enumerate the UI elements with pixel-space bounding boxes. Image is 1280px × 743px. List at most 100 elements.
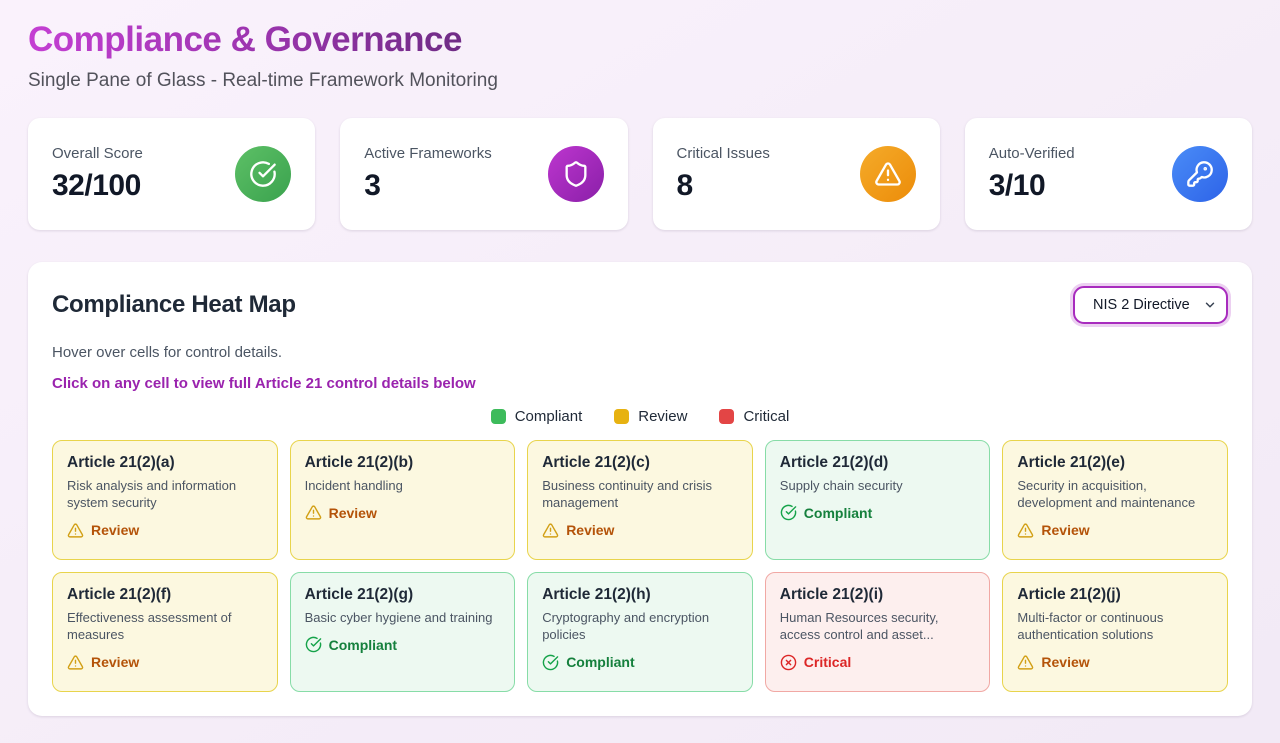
cell-article: Article 21(2)(c) [542, 453, 650, 471]
heatmap-instruction: Click on any cell to view full Article 2… [52, 374, 476, 392]
heatmap-hint: Hover over cells for control details. [52, 343, 283, 361]
legend-label: Critical [743, 407, 790, 425]
heatmap-grid: Article 21(2)(a) Risk analysis and infor… [52, 439, 1228, 692]
cell-description: Supply chain security [779, 477, 903, 493]
stat-card: Overall Score 32/100 [28, 117, 316, 230]
cell-article: Article 21(2)(j) [1017, 585, 1121, 603]
page: Compliance & Governance Single Pane of G… [28, 18, 1252, 716]
cell-description: Incident handling [304, 477, 403, 493]
stat-value: 3/10 [988, 168, 1046, 202]
stat-icon-circle [547, 145, 604, 202]
stat-label: Critical Issues [676, 144, 770, 162]
cell-status-label: Review [91, 522, 140, 539]
circle-check-icon [542, 654, 559, 671]
stat-label: Overall Score [52, 144, 143, 162]
stat-card: Critical Issues 8 [652, 117, 940, 230]
cell-description: Basic cyber hygiene and training [304, 609, 493, 625]
cell-description: Risk analysis and information system sec… [67, 477, 237, 511]
alert-triangle-icon [1017, 522, 1034, 539]
heatmap-cell[interactable]: Article 21(2)(c) Business continuity and… [527, 439, 753, 560]
cell-status-label: Compliant [328, 636, 398, 653]
cell-description: Business continuity and crisis managemen… [542, 477, 712, 511]
cell-article: Article 21(2)(b) [304, 453, 414, 471]
framework-select-wrap: NIS 2 Directive [1073, 285, 1228, 324]
cell-status-label: Review [566, 522, 615, 539]
cell-article: Article 21(2)(i) [779, 585, 884, 603]
cell-status: Review [1017, 522, 1213, 539]
cell-status-label: Review [91, 654, 140, 671]
stat-value: 32/100 [52, 168, 141, 202]
heatmap-cell[interactable]: Article 21(2)(a) Risk analysis and infor… [52, 439, 278, 560]
heatmap-cell[interactable]: Article 21(2)(j) Multi-factor or continu… [1002, 571, 1228, 692]
heatmap-cell[interactable]: Article 21(2)(g) Basic cyber hygiene and… [289, 571, 516, 692]
cell-description: Security in acquisition, development and… [1017, 477, 1196, 511]
cell-description: Human Resources security, access control… [779, 609, 939, 643]
legend-swatch [490, 408, 506, 424]
stat-label: Active Frameworks [364, 144, 492, 162]
cell-status: Review [305, 504, 501, 521]
cell-article: Article 21(2)(a) [67, 453, 175, 471]
stat-text: Auto-Verified 3/10 [989, 145, 1075, 203]
legend-item: Compliant [490, 407, 583, 425]
legend-label: Review [638, 407, 688, 425]
cell-status-label: Critical [803, 654, 852, 671]
alert-triangle-icon [67, 654, 84, 671]
alert-triangle-icon [542, 522, 559, 539]
heatmap-cell[interactable]: Article 21(2)(i) Human Resources securit… [764, 571, 991, 692]
framework-select[interactable]: NIS 2 Directive [1073, 285, 1228, 324]
heatmap-cell[interactable]: Article 21(2)(b) Incident handling Revie… [289, 439, 516, 560]
stat-text: Overall Score 32/100 [52, 145, 143, 203]
cell-status: Review [67, 522, 263, 539]
stat-icon-circle [235, 145, 292, 202]
cell-article: Article 21(2)(e) [1017, 453, 1126, 471]
circle-check-icon [780, 504, 797, 521]
stat-card: Active Frameworks 3 [340, 117, 628, 230]
legend-item: Critical [719, 408, 789, 425]
alert-triangle-icon [1017, 654, 1034, 671]
cell-description: Effectiveness assessment of measures [67, 609, 232, 643]
cell-article: Article 21(2)(f) [67, 585, 172, 603]
stats-row: Overall Score 32/100 Active Frameworks 3 [28, 117, 1252, 230]
heatmap-cell[interactable]: Article 21(2)(f) Effectiveness assessmen… [52, 571, 278, 692]
cell-article: Article 21(2)(g) [304, 585, 414, 603]
circle-x-icon [780, 654, 797, 671]
cell-article: Article 21(2)(d) [779, 453, 889, 471]
heatmap-cell[interactable]: Article 21(2)(e) Security in acquisition… [1002, 439, 1228, 560]
page-title: Compliance & Governance [28, 18, 462, 62]
cell-status: Review [1017, 654, 1213, 671]
heatmap-cell[interactable]: Article 21(2)(h) Cryptography and encryp… [527, 571, 753, 692]
cell-description: Multi-factor or continuous authenticatio… [1017, 609, 1164, 643]
stat-label: Auto-Verified [988, 144, 1075, 162]
cell-status-label: Compliant [566, 654, 635, 671]
stat-text: Critical Issues 8 [677, 145, 770, 203]
stat-icon-circle [859, 145, 916, 202]
cell-status: Compliant [780, 504, 976, 521]
cell-status: Compliant [305, 636, 501, 653]
stat-icon-circle [1172, 145, 1228, 202]
legend-item: Review [614, 408, 687, 425]
legend-label: Compliant [514, 407, 583, 425]
legend-swatch [719, 408, 735, 424]
cell-article: Article 21(2)(h) [542, 585, 651, 603]
alert-triangle-icon [67, 522, 84, 539]
cell-status: Critical [780, 654, 976, 671]
stat-text: Active Frameworks 3 [364, 145, 492, 203]
alert-triangle-icon [305, 504, 322, 521]
heatmap-legend: Compliant Review Critical [52, 408, 1228, 425]
stat-value: 3 [364, 168, 381, 202]
stat-value: 8 [676, 168, 694, 202]
heatmap-title: Compliance Heat Map [52, 290, 296, 318]
cell-status-label: Compliant [803, 504, 873, 521]
cell-status-label: Review [1041, 522, 1090, 539]
heatmap-panel: Compliance Heat Map NIS 2 Directive Hove… [28, 261, 1252, 716]
cell-status-label: Review [328, 504, 377, 521]
cell-description: Cryptography and encryption policies [542, 609, 710, 643]
stat-card: Auto-Verified 3/10 [964, 117, 1252, 230]
key-icon [1186, 160, 1214, 188]
circle-check-icon [305, 636, 322, 653]
cell-status-label: Review [1041, 654, 1090, 671]
heatmap-cell[interactable]: Article 21(2)(d) Supply chain security C… [764, 439, 991, 560]
shield-icon [562, 160, 590, 188]
legend-swatch [614, 408, 630, 424]
circle-check-icon [249, 160, 277, 188]
